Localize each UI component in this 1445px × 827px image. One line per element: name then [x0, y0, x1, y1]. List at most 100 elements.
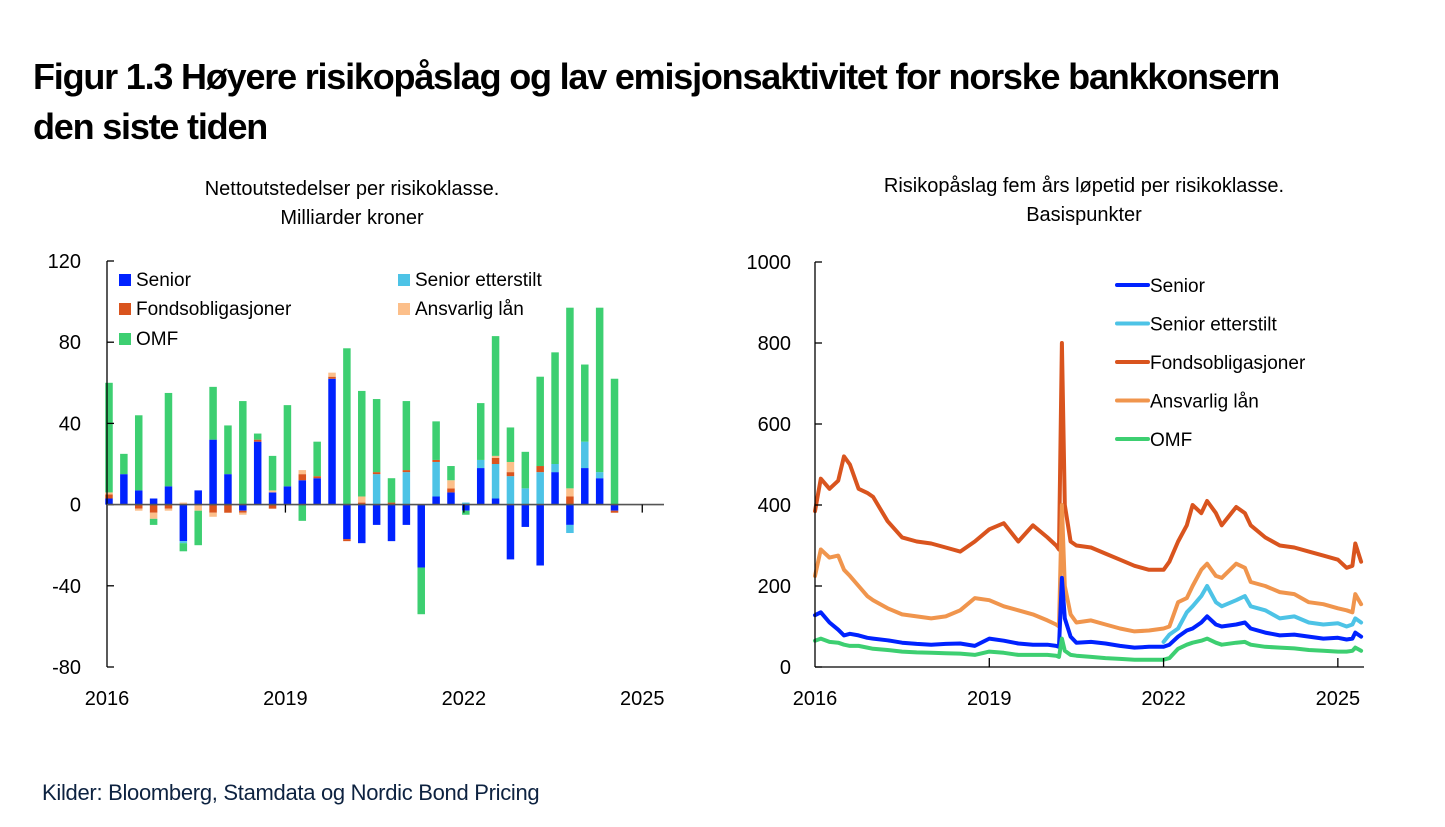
- bar-segment: [253, 441, 262, 505]
- bar-segment: [476, 468, 485, 505]
- bar-segment: [120, 474, 128, 505]
- bar-segment: [551, 464, 559, 473]
- bar-segment: [491, 455, 500, 458]
- bar-segment: [462, 502, 470, 505]
- bar-segment: [149, 504, 158, 513]
- bar-segment: [432, 461, 440, 497]
- bar-segment: [358, 496, 366, 503]
- bar-segment: [358, 504, 366, 544]
- bar-segment: [149, 512, 158, 519]
- left-x-tick-label: 2016: [85, 688, 130, 710]
- bar-segment: [462, 504, 470, 511]
- bar-segment: [268, 455, 277, 491]
- bar-segment: [447, 480, 455, 489]
- bar-segment: [476, 459, 485, 469]
- bar-segment: [506, 461, 515, 473]
- left-y-tick-label: 120: [48, 251, 81, 273]
- bar-segment: [343, 539, 351, 542]
- bar-segment: [105, 492, 113, 495]
- left-chart-subtitle: Milliarder kroner: [280, 207, 424, 229]
- bar-segment: [432, 421, 440, 460]
- bar-segment: [417, 567, 425, 615]
- bar-segment: [164, 392, 173, 487]
- right-y-tick-label: 800: [758, 333, 791, 355]
- bar-segment: [298, 480, 307, 505]
- legend-label: Fondsobligasjoner: [136, 299, 292, 320]
- bar-segment: [491, 464, 500, 499]
- bar-segment: [491, 498, 500, 505]
- bar-segment: [194, 490, 202, 505]
- bar-segment: [194, 504, 202, 511]
- bar-segment: [253, 439, 262, 442]
- bar-segment: [402, 504, 411, 525]
- right-chart: Risikopåslag fem års løpetid per risikok…: [747, 175, 1364, 710]
- bar-segment: [105, 382, 113, 493]
- bar-segment: [149, 498, 158, 505]
- bar-segment: [536, 466, 544, 473]
- bar-segment: [328, 372, 336, 377]
- bar-segment: [387, 504, 396, 542]
- bar-segment: [462, 510, 470, 515]
- right-y-tick-label: 400: [758, 495, 791, 517]
- left-bars: [105, 307, 619, 615]
- bar-segment: [372, 399, 381, 473]
- legend-swatch: [398, 274, 410, 286]
- bar-segment: [521, 451, 530, 489]
- bar-segment: [268, 504, 277, 509]
- left-y-tick-label: -80: [52, 657, 81, 679]
- legend-label: Senior etterstilt: [1150, 315, 1277, 336]
- bar-segment: [239, 504, 247, 511]
- legend-label: OMF: [1150, 430, 1192, 451]
- bar-segment: [298, 504, 307, 521]
- bar-segment: [551, 472, 559, 505]
- right-y-tick-label: 200: [758, 576, 791, 598]
- bar-segment: [372, 472, 381, 475]
- bar-segment: [164, 486, 173, 505]
- bar-segment: [447, 492, 455, 505]
- legend-swatch: [398, 303, 410, 315]
- bar-segment: [581, 468, 589, 505]
- bar-segment: [566, 496, 574, 505]
- right-x-tick-label: 2022: [1141, 688, 1186, 710]
- legend-label: Ansvarlig lån: [415, 299, 524, 320]
- right-y-tick-label: 0: [780, 657, 791, 679]
- bar-segment: [209, 512, 217, 517]
- legend-label: Fondsobligasjoner: [1150, 353, 1306, 374]
- left-y-tick-label: 80: [59, 332, 81, 354]
- right-chart-subtitle: Basispunkter: [1026, 204, 1142, 226]
- bar-segment: [164, 508, 173, 511]
- bar-segment: [506, 472, 515, 477]
- bar-segment: [417, 504, 425, 568]
- bar-segment: [372, 474, 381, 505]
- bar-segment: [224, 425, 232, 475]
- bar-segment: [566, 504, 574, 525]
- legend-swatch: [119, 303, 131, 315]
- bar-segment: [566, 488, 574, 497]
- right-y-tick-label: 1000: [747, 252, 792, 274]
- bar-segment: [283, 486, 292, 505]
- bar-segment: [164, 504, 173, 509]
- bar-segment: [209, 439, 217, 505]
- legend-label: Senior: [136, 270, 192, 291]
- bar-segment: [268, 490, 277, 493]
- bar-segment: [313, 476, 321, 479]
- bar-segment: [581, 364, 589, 442]
- bar-segment: [432, 459, 440, 462]
- bar-segment: [595, 307, 604, 473]
- bar-segment: [105, 498, 113, 505]
- bar-segment: [209, 386, 217, 440]
- right-x-tick-label: 2019: [967, 688, 1012, 710]
- line-omf: [813, 636, 1364, 662]
- bar-segment: [239, 512, 247, 515]
- bar-segment: [179, 543, 188, 552]
- bar-segment: [536, 376, 544, 467]
- bar-segment: [134, 490, 143, 505]
- bar-segment: [298, 474, 307, 481]
- bar-segment: [224, 474, 232, 505]
- bar-segment: [134, 415, 143, 491]
- right-chart-title: Risikopåslag fem års løpetid per risikok…: [884, 175, 1284, 197]
- legend-swatch: [119, 274, 131, 286]
- bar-segment: [343, 348, 351, 505]
- bar-segment: [506, 476, 515, 505]
- bar-segment: [105, 494, 113, 499]
